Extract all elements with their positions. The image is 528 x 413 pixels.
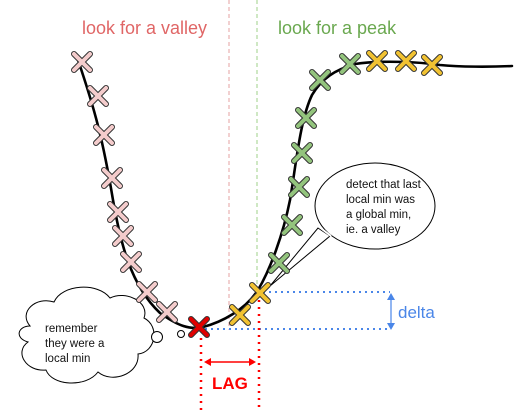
peak-marker-18 bbox=[339, 53, 361, 75]
signal-curve bbox=[76, 58, 514, 330]
candidate-marker-11 bbox=[249, 282, 271, 304]
peak-marker-13 bbox=[281, 214, 303, 236]
delta-label: delta bbox=[398, 303, 435, 322]
speech-line-1: detect that last bbox=[346, 179, 422, 191]
valley-marker-1 bbox=[87, 85, 109, 107]
speech-line-4: ie. a valley bbox=[346, 224, 401, 236]
peak-heading: look for a peak bbox=[278, 18, 397, 38]
valley-heading: look for a valley bbox=[82, 18, 207, 38]
thought-line-1: remember bbox=[45, 323, 98, 335]
peak-marker-15 bbox=[291, 142, 313, 164]
valley-marker-5 bbox=[112, 225, 134, 247]
detected-min_marker-9 bbox=[188, 316, 210, 338]
valley-marker-2 bbox=[93, 124, 115, 146]
valley-marker-0 bbox=[71, 51, 93, 73]
lag-measure bbox=[199, 300, 261, 410]
candidate-marker-10 bbox=[229, 304, 251, 326]
valley-marker-7 bbox=[136, 281, 158, 303]
candidate-marker-20 bbox=[395, 50, 417, 72]
sample-markers bbox=[71, 50, 443, 338]
delta-measure bbox=[205, 291, 395, 330]
peak-marker-14 bbox=[288, 176, 310, 198]
speech-line-3: a global min, bbox=[346, 209, 411, 221]
peak-marker-16 bbox=[295, 107, 317, 129]
valley-marker-3 bbox=[101, 167, 123, 189]
speech-line-2: local min was bbox=[346, 194, 415, 206]
thought-cloud bbox=[18, 286, 185, 384]
candidate-marker-21 bbox=[421, 54, 443, 76]
valley-marker-4 bbox=[107, 201, 129, 223]
peak-marker-17 bbox=[309, 69, 331, 91]
thought-line-3: local min bbox=[45, 353, 90, 365]
peak-marker-12 bbox=[268, 252, 290, 274]
candidate-marker-19 bbox=[366, 50, 388, 72]
valley-marker-6 bbox=[120, 251, 142, 273]
thought-line-2: they were a bbox=[45, 338, 105, 350]
valley-marker-8 bbox=[156, 301, 178, 323]
lag-label: LAG bbox=[212, 374, 248, 393]
